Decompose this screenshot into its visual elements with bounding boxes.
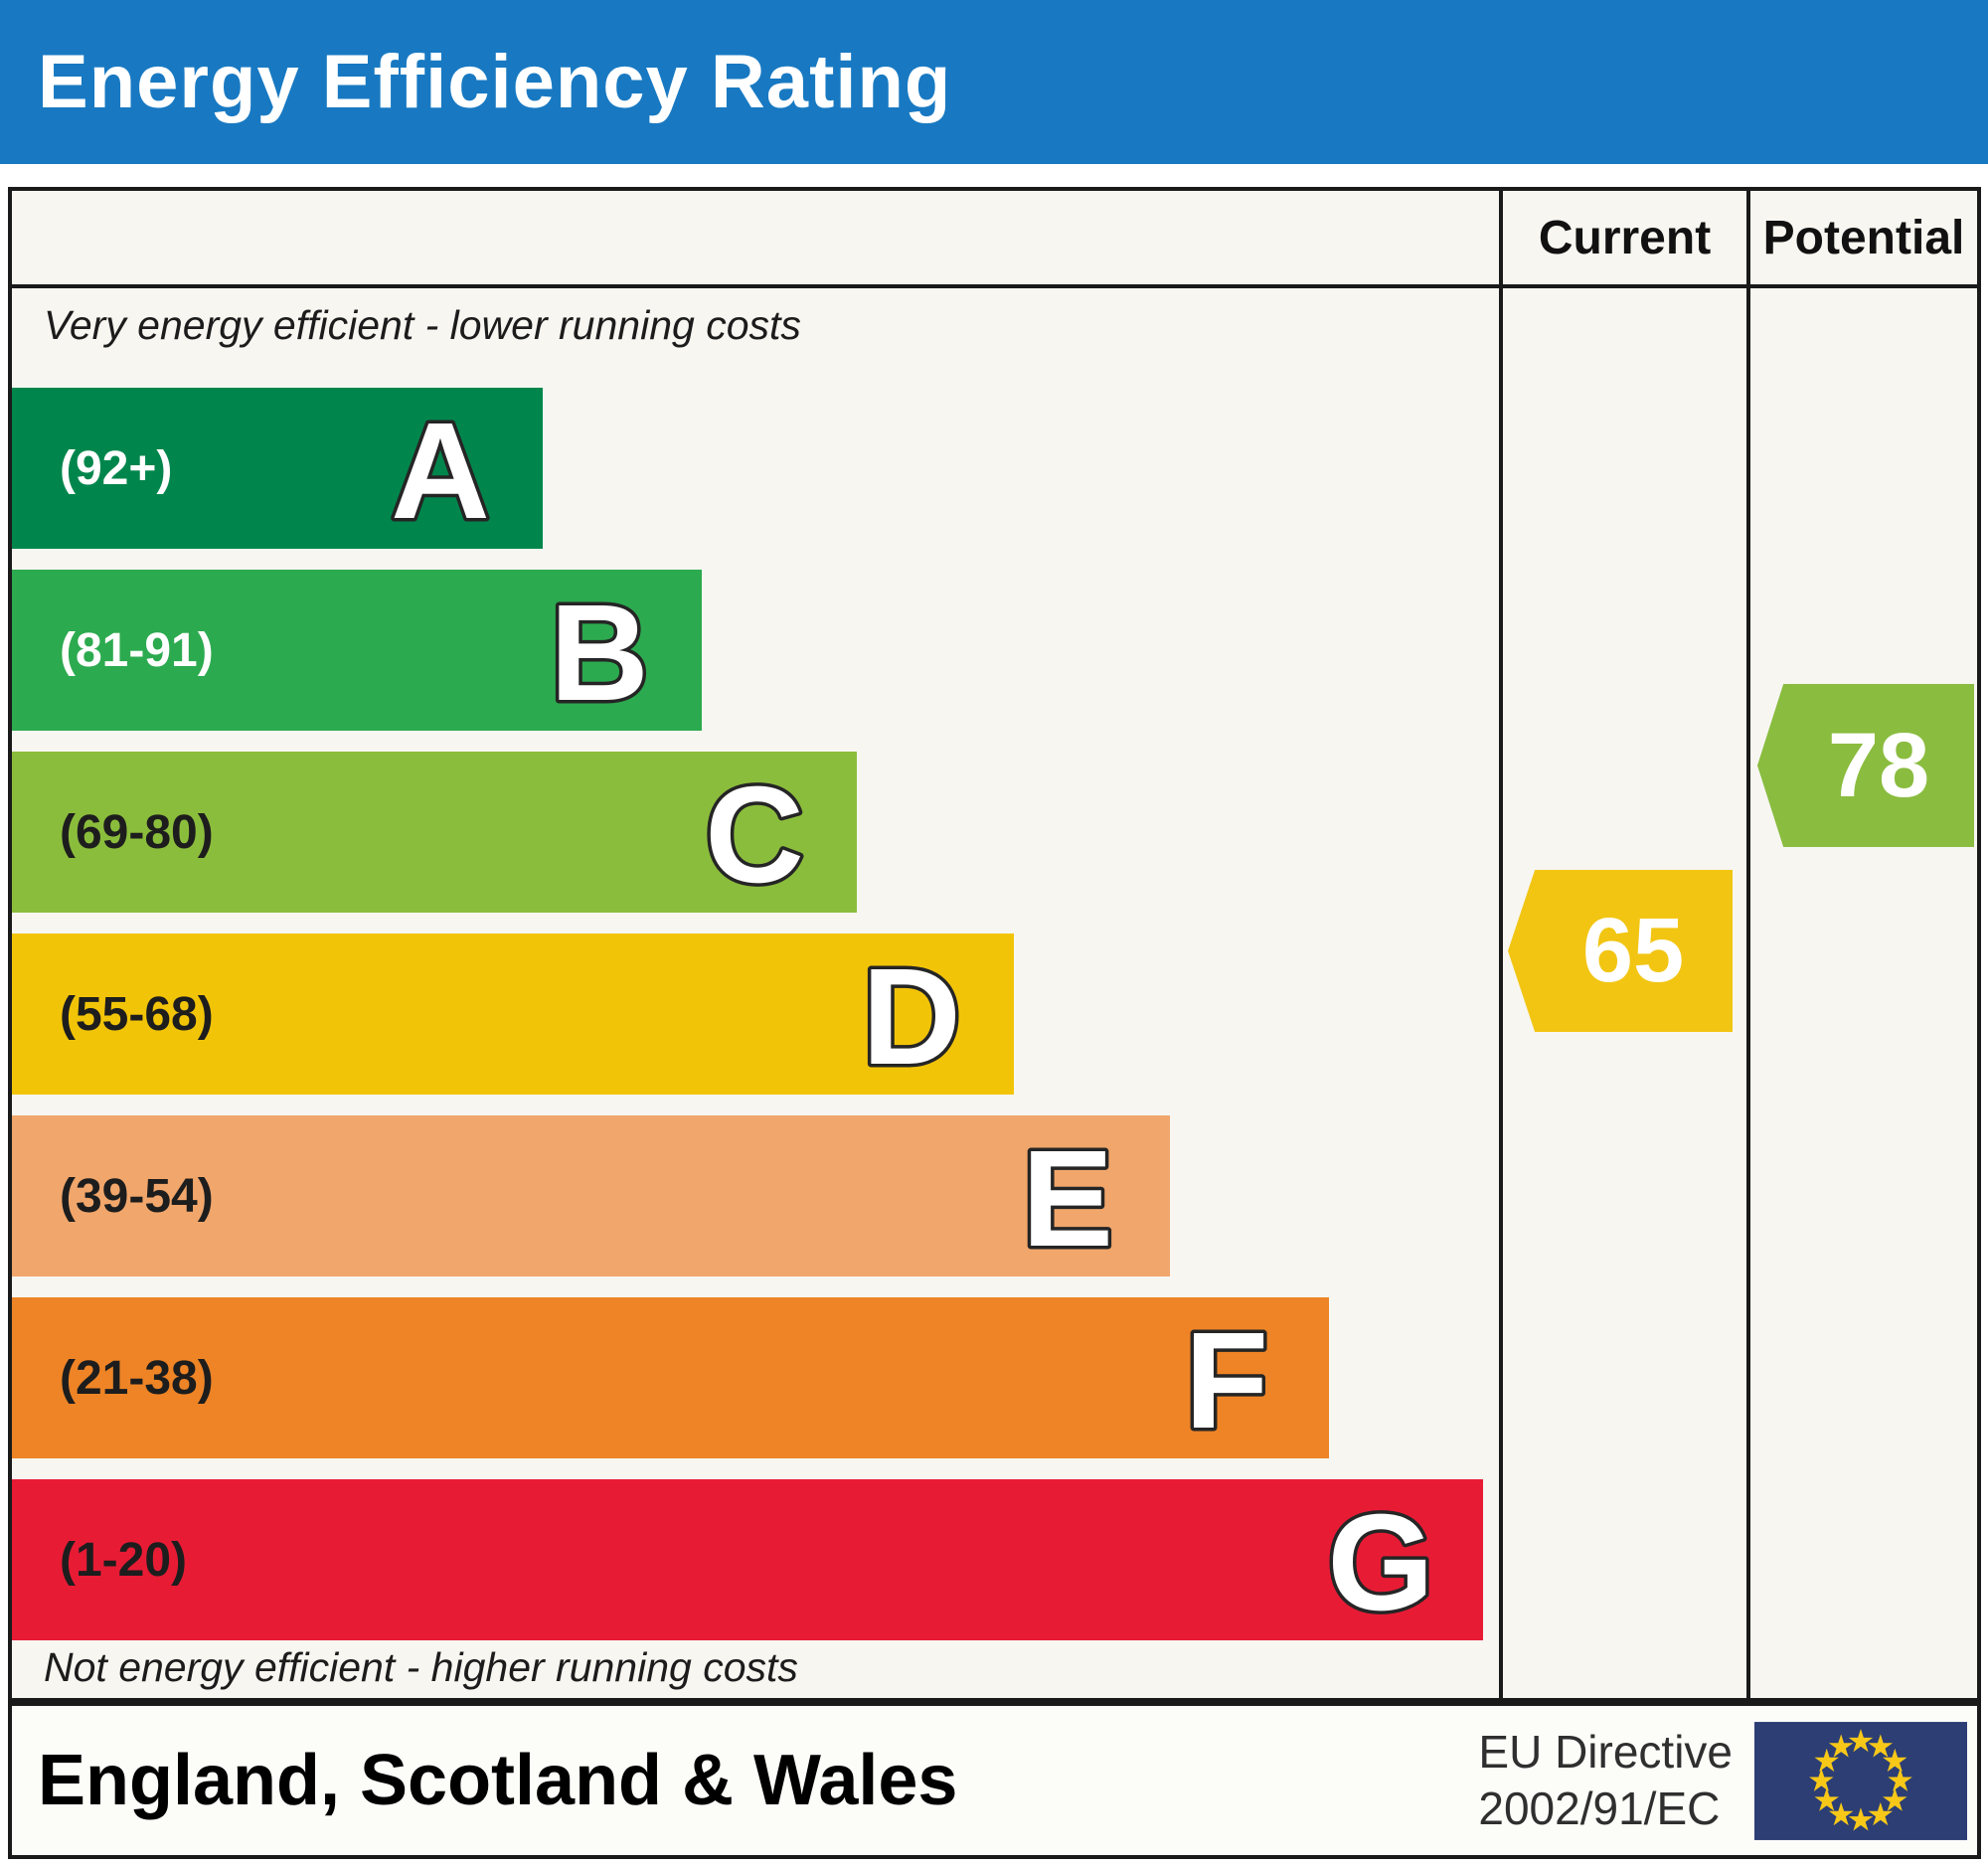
band-letter-g: G <box>1324 1483 1437 1641</box>
band-letter-b: B <box>547 574 653 732</box>
rating-table: Current Potential Very energy efficient … <box>8 187 1981 1702</box>
band-letter-f: F <box>1181 1301 1271 1459</box>
svg-text:A: A <box>391 395 490 548</box>
potential-rating-value: 78 <box>1827 714 1930 816</box>
eu-directive-line1: EU Directive <box>1478 1725 1733 1778</box>
svg-text:G: G <box>1327 1486 1433 1639</box>
svg-text:B: B <box>550 577 649 730</box>
band-range-label: (81-91) <box>60 623 214 677</box>
band-range-label: (92+) <box>60 441 173 495</box>
band-range-label: (21-38) <box>60 1351 214 1405</box>
band-range-label: (39-54) <box>60 1169 214 1223</box>
eu-directive-label: EU Directive 2002/91/EC <box>1478 1724 1733 1838</box>
column-header-current: Current <box>1538 211 1712 264</box>
svg-text:F: F <box>1185 1304 1268 1457</box>
band-range-label: (69-80) <box>60 805 214 859</box>
current-column-divider <box>1499 191 1503 1698</box>
band-row-c: (69-80) C <box>12 752 857 913</box>
rating-bands: (92+) A (81-91) B (69-80) C (55-68) D (3… <box>12 388 1495 1661</box>
current-rating-value: 65 <box>1581 900 1685 1001</box>
eu-directive-line2: 2002/91/EC <box>1478 1782 1721 1834</box>
note-very-efficient: Very energy efficient - lower running co… <box>44 302 801 348</box>
band-row-f: (21-38) F <box>12 1297 1329 1458</box>
svg-text:D: D <box>862 940 961 1094</box>
band-letter-c: C <box>702 756 808 914</box>
eu-flag-icon <box>1754 1721 1967 1840</box>
band-row-a: (92+) A <box>12 388 543 549</box>
band-row-b: (81-91) B <box>12 570 702 731</box>
band-row-g: (1-20) G <box>12 1479 1483 1640</box>
potential-column-divider <box>1746 191 1750 1698</box>
band-letter-a: A <box>388 392 494 550</box>
band-range-label: (55-68) <box>60 987 214 1041</box>
band-letter-d: D <box>859 937 965 1096</box>
page-title: Energy Efficiency Rating <box>38 40 952 124</box>
footer: England, Scotland & Wales EU Directive 2… <box>8 1702 1981 1859</box>
svg-text:E: E <box>1022 1122 1113 1275</box>
current-rating-arrow: 65 <box>1508 870 1733 1032</box>
title-bar: Energy Efficiency Rating <box>0 0 1988 164</box>
band-row-d: (55-68) D <box>12 934 1014 1095</box>
region-label: England, Scotland & Wales <box>38 1741 958 1820</box>
band-letter-e: E <box>1018 1119 1116 1277</box>
column-header-potential: Potential <box>1762 211 1965 264</box>
potential-rating-arrow: 78 <box>1757 684 1974 847</box>
band-range-label: (1-20) <box>60 1533 188 1587</box>
header-underline <box>12 284 1977 288</box>
svg-text:C: C <box>705 759 804 912</box>
note-not-efficient: Not energy efficient - higher running co… <box>44 1644 798 1690</box>
band-row-e: (39-54) E <box>12 1115 1170 1276</box>
